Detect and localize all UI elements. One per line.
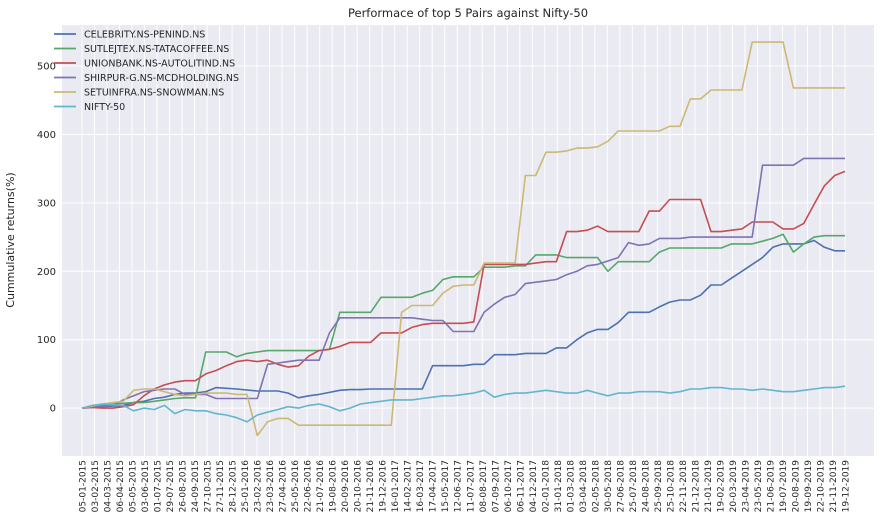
x-tick-label: 25-10-2018 — [666, 460, 676, 513]
series-line-3 — [81, 170, 846, 409]
x-tick-label: 16-01-2017 — [391, 460, 401, 512]
x-tick-label: 26-08-2015 — [179, 460, 189, 512]
x-tick-label: 17-04-2017 — [429, 460, 439, 512]
x-tick-label: 11-07-2017 — [466, 460, 476, 512]
x-tick-label: 05-01-2015 — [79, 460, 89, 512]
y-tick-label: 100 — [37, 335, 56, 346]
x-tick-label: 07-09-2017 — [491, 460, 501, 512]
y-axis-label: Cummulative returns(%) — [4, 172, 17, 307]
x-tick-label: 14-02-2017 — [404, 460, 414, 512]
x-tick-label: 27-10-2015 — [204, 460, 214, 512]
x-tick-label: 19-07-2019 — [779, 460, 789, 513]
x-tick-label: 25-09-2018 — [654, 460, 664, 513]
y-tick-label: 300 — [37, 198, 56, 209]
legend-label: SHIRPUR-G.NS-MCDHOLDING.NS — [84, 73, 239, 84]
x-tick-label: 06-04-2015 — [116, 460, 126, 512]
x-tick-label: 21-01-2019 — [704, 460, 714, 513]
x-tick-label: 03-02-2015 — [91, 460, 101, 512]
legend-label: UNIONBANK.NS-AUTOLITIND.NS — [84, 59, 235, 70]
chart-title: Performace of top 5 Pairs against Nifty-… — [348, 6, 588, 20]
x-tick-label: 24-09-2015 — [191, 460, 201, 512]
x-tick-label: 22-10-2019 — [816, 460, 826, 513]
x-tick-label: 28-12-2015 — [229, 460, 239, 512]
legend: CELEBRITY.NS-PENIND.NS SUTLEJTEX.NS-TATAC… — [54, 30, 239, 113]
x-tick-label: 01-03-2018 — [566, 460, 576, 513]
legend-label: SUTLEJTEX.NS-TATACOFFEE.NS — [84, 44, 229, 55]
x-tick-label: 20-09-2016 — [341, 460, 351, 513]
x-tick-label: 19-12-2019 — [842, 460, 852, 513]
x-tick-label: 03-04-2018 — [579, 460, 589, 513]
legend-label: CELEBRITY.NS-PENIND.NS — [84, 30, 205, 41]
series-layer — [81, 41, 846, 437]
series-line-6 — [81, 385, 846, 423]
x-tick-label: 23-02-2016 — [254, 460, 264, 513]
y-tick-label: 400 — [37, 130, 56, 141]
x-tick-label: 24-08-2018 — [641, 460, 651, 513]
x-tick-label: 27-06-2018 — [616, 460, 626, 513]
x-tick-label: 25-01-2016 — [241, 460, 251, 513]
x-tick-label: 21-06-2019 — [766, 460, 776, 513]
x-tick-label: 22-11-2018 — [679, 460, 689, 513]
x-tick-label: 04-12-2017 — [529, 460, 539, 512]
x-tick-label: 19-12-2016 — [379, 460, 389, 513]
series-line-5 — [81, 41, 845, 437]
series-line-4 — [81, 157, 845, 409]
x-tick-label: 04-03-2015 — [104, 460, 114, 512]
legend-label: SETUINFRA.NS-SNOWMAN.NS — [84, 88, 224, 99]
x-tick-label: 12-06-2017 — [454, 460, 464, 512]
x-tick-label: 22-06-2016 — [304, 460, 314, 513]
x-tick-label: 05-05-2015 — [129, 460, 139, 512]
x-tick-label: 23-04-2019 — [741, 460, 751, 513]
x-tick-label: 30-05-2018 — [604, 460, 614, 513]
x-tick-label: 25-07-2018 — [629, 460, 639, 513]
x-tick-label: 25-05-2016 — [291, 460, 301, 513]
axis-layer: 0 100 200 300 400 500 05-01-2015 03-02-2015 04-0… — [37, 62, 852, 513]
x-tick-label: 20-08-2019 — [791, 460, 801, 513]
x-tick-label: 31-01-2018 — [554, 460, 564, 513]
x-tick-label: 19-09-2019 — [804, 460, 814, 513]
x-tick-label: 03-06-2015 — [141, 460, 151, 512]
x-tick-label: 19-02-2019 — [716, 460, 726, 513]
x-tick-label: 27-04-2016 — [279, 460, 289, 513]
x-tick-label: 21-12-2018 — [691, 460, 701, 513]
x-tick-label: 23-05-2019 — [754, 460, 764, 513]
y-tick-label: 0 — [50, 404, 56, 415]
x-tick-label: 21-07-2016 — [316, 460, 326, 513]
x-tick-label: 27-11-2015 — [216, 460, 226, 512]
y-tick-label: 500 — [37, 62, 56, 73]
x-tick-label: 06-11-2017 — [516, 460, 526, 512]
x-tick-label: 08-08-2017 — [479, 460, 489, 512]
x-tick-label: 20-10-2016 — [354, 460, 364, 513]
x-tick-label: 16-03-2017 — [416, 460, 426, 512]
x-tick-label: 06-10-2017 — [504, 460, 514, 512]
x-tick-label: 02-05-2018 — [591, 460, 601, 513]
y-tick-label: 200 — [37, 267, 56, 278]
x-tick-label: 29-07-2015 — [166, 460, 176, 512]
series-line-1 — [81, 239, 845, 409]
x-tick-label: 15-05-2017 — [441, 460, 451, 512]
x-tick-label: 19-08-2016 — [329, 460, 339, 513]
x-tick-label: 21-11-2016 — [366, 460, 376, 513]
x-tick-label: 23-03-2016 — [266, 460, 276, 513]
plot-background — [62, 25, 874, 456]
x-tick-label: 21-11-2019 — [829, 460, 839, 513]
series-line-2 — [81, 233, 845, 409]
x-tick-label: 01-07-2015 — [154, 460, 164, 512]
x-tick-label: 20-03-2019 — [729, 460, 739, 513]
x-tick-label: 02-01-2018 — [541, 460, 551, 513]
legend-label: NIFTY-50 — [84, 102, 125, 113]
